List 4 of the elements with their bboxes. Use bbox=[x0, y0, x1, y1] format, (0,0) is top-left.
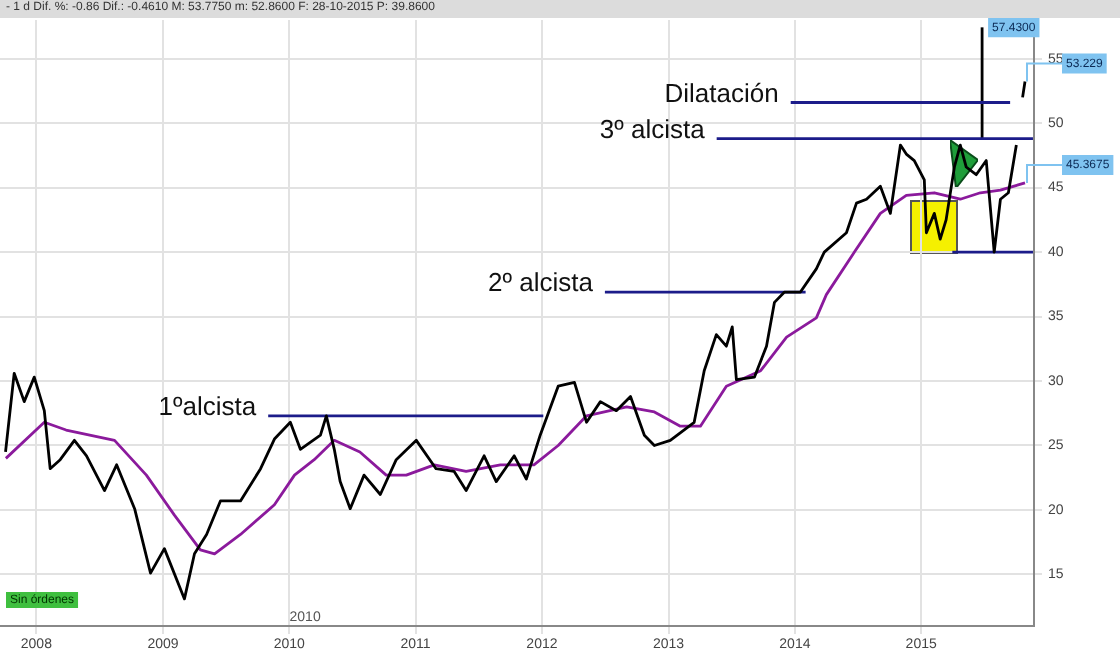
series-label: 2º alcista bbox=[487, 267, 595, 298]
series-label: Dilatación bbox=[664, 77, 779, 108]
series-label: 1ºalcista bbox=[158, 390, 258, 421]
series-label: 3º alcista bbox=[599, 113, 707, 144]
